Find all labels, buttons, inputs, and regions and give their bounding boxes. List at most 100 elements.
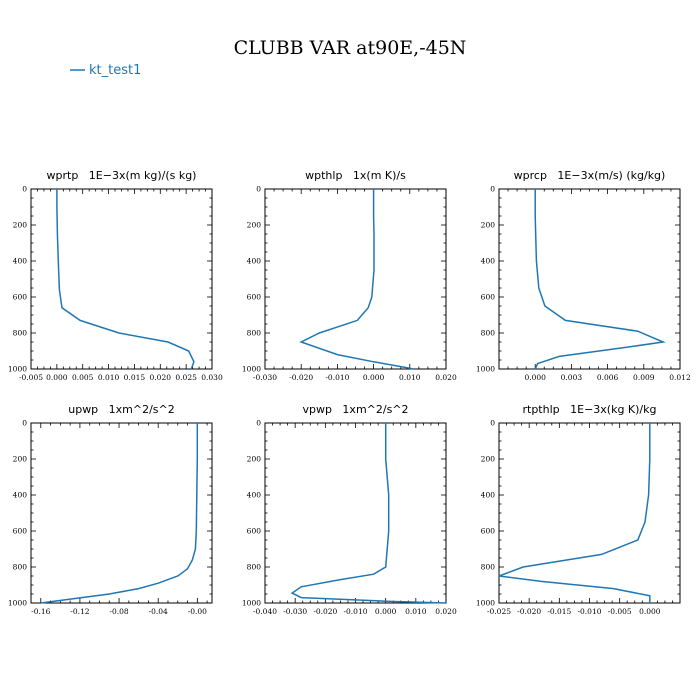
- x-tick-label: -0.040: [253, 607, 277, 616]
- chart-panel-3: wprcp 1E−3x(m/s) (kg/kg) 0 200 400 600 800 100…: [476, 169, 691, 382]
- x-tick-label: 0.005: [72, 373, 94, 382]
- y-tick-label: 200: [13, 455, 28, 464]
- x-tick-label: 0.003: [561, 373, 583, 382]
- x-tick-label: 0.009: [633, 373, 655, 382]
- x-tick-label: -0.030: [283, 607, 307, 616]
- axes-frame: [30, 188, 213, 370]
- x-tick-label: -0.025: [487, 607, 511, 616]
- figure-title: CLUBB VAR at90E,-45N: [234, 37, 467, 59]
- y-tick-label: 800: [13, 329, 28, 338]
- x-tick-label: 0.000: [639, 607, 661, 616]
- series-line-kt-test1: [498, 423, 651, 603]
- y-tick-label: 800: [247, 329, 262, 338]
- series-line-kt-test1: [40, 423, 199, 604]
- y-tick-label: 600: [13, 293, 28, 302]
- y-tick-label: 1000: [476, 365, 495, 374]
- axes-frame: [30, 422, 213, 604]
- y-tick-label: 400: [13, 491, 28, 500]
- x-tick-label: 0.020: [150, 373, 172, 382]
- x-tick-label: -0.04: [149, 607, 168, 616]
- y-tick-label: 0: [490, 419, 495, 428]
- y-tick-label: 200: [481, 455, 496, 464]
- y-tick-label: 0: [256, 185, 261, 194]
- x-tick-label: 0.000: [363, 373, 385, 382]
- y-tick-label: 600: [247, 293, 262, 302]
- y-tick-label: 0: [490, 185, 495, 194]
- chart-panel-2: wpthlp 1x(m K)/s 0 200 400 600 800 1000-0.030 -…: [242, 169, 457, 382]
- x-tick-label: 0.010: [399, 373, 421, 382]
- panel-title: wpthlp 1x(m K)/s: [305, 169, 406, 182]
- x-tick-label: 0.000: [375, 607, 397, 616]
- y-tick-label: 1000: [242, 365, 261, 374]
- y-tick-label: 200: [247, 221, 262, 230]
- panel-title: rtpthlp 1E−3x(kg K)/kg: [522, 403, 656, 416]
- x-tick-label: 0.000: [46, 373, 68, 382]
- x-tick-label: -0.08: [109, 607, 128, 616]
- x-tick-label: 0.015: [124, 373, 146, 382]
- y-tick-label: 800: [13, 563, 28, 572]
- y-tick-label: 0: [22, 419, 27, 428]
- x-tick-label: 0.012: [669, 373, 691, 382]
- legend: kt_test1: [70, 63, 141, 78]
- y-tick-label: 600: [481, 293, 496, 302]
- x-tick-label: -0.020: [313, 607, 337, 616]
- x-tick-label: -0.010: [343, 607, 367, 616]
- x-tick-label: -0.005: [19, 373, 43, 382]
- y-tick-label: 400: [247, 257, 262, 266]
- y-tick-label: 1000: [242, 599, 261, 608]
- y-tick-label: 400: [481, 257, 496, 266]
- x-tick-label: -0.16: [31, 607, 50, 616]
- y-tick-label: 800: [247, 563, 262, 572]
- y-tick-label: 800: [481, 563, 496, 572]
- axes-frame: [264, 188, 447, 370]
- x-tick-label: 0.000: [524, 373, 546, 382]
- series-line-kt-test1: [534, 189, 666, 370]
- y-tick-label: 200: [247, 455, 262, 464]
- x-tick-label: -0.005: [608, 607, 632, 616]
- series-line-kt-test1: [56, 189, 195, 370]
- y-tick-label: 0: [256, 419, 261, 428]
- y-tick-label: 400: [247, 491, 262, 500]
- y-tick-label: 1000: [476, 599, 495, 608]
- y-tick-label: 600: [13, 527, 28, 536]
- x-tick-label: 0.030: [201, 373, 223, 382]
- chart-panel-6: rtpthlp 1E−3x(kg K)/kg02004006008001000-…: [476, 403, 681, 616]
- panel-title: upwp 1xm^2/s^2: [68, 403, 175, 416]
- x-tick-label: -0.00: [188, 607, 207, 616]
- chart-panel-1: wprtp 1E−3x(m kg)/(s kg) 0 200 400 600 800 100…: [8, 169, 223, 382]
- x-tick-label: 0.020: [435, 373, 457, 382]
- chart-panel-5: vpwp 1xm^2/s^2 0 200 400 600 800 1000-0.040 -0.…: [242, 403, 457, 616]
- x-tick-label: 0.020: [435, 607, 457, 616]
- axes-frame: [498, 188, 681, 370]
- panel-title: wprcp 1E−3x(m/s) (kg/kg): [514, 169, 666, 182]
- axes-frame: [498, 422, 681, 604]
- x-tick-label: -0.12: [70, 607, 89, 616]
- x-tick-label: -0.015: [547, 607, 571, 616]
- x-tick-label: -0.020: [517, 607, 541, 616]
- x-tick-label: -0.010: [325, 373, 349, 382]
- y-tick-label: 0: [22, 185, 27, 194]
- series-line-kt-test1: [299, 189, 414, 370]
- x-tick-label: -0.030: [253, 373, 277, 382]
- x-tick-label: -0.020: [289, 373, 313, 382]
- x-tick-label: 0.010: [405, 607, 427, 616]
- y-tick-label: 400: [13, 257, 28, 266]
- x-tick-label: -0.010: [577, 607, 601, 616]
- legend-label: kt_test1: [89, 63, 141, 78]
- y-tick-label: 600: [481, 527, 496, 536]
- y-tick-label: 1000: [8, 599, 27, 608]
- y-tick-label: 800: [481, 329, 496, 338]
- chart-panel-4: upwp 1xm^2/s^2 0 200 400 600 800 1000 -0.16 -0.1…: [8, 403, 213, 616]
- panels: wprtp 1E−3x(m kg)/(s kg) 0 200 400 600 800 100…: [8, 169, 691, 616]
- x-tick-label: 0.010: [98, 373, 120, 382]
- y-tick-label: 600: [247, 527, 262, 536]
- x-tick-label: 0.025: [175, 373, 197, 382]
- y-tick-label: 200: [13, 221, 28, 230]
- series-line-kt-test1: [290, 423, 447, 604]
- y-tick-label: 200: [481, 221, 496, 230]
- axes-frame: [264, 422, 447, 604]
- y-tick-label: 400: [481, 491, 496, 500]
- panel-title: vpwp 1xm^2/s^2: [302, 403, 408, 416]
- x-tick-label: 0.006: [597, 373, 619, 382]
